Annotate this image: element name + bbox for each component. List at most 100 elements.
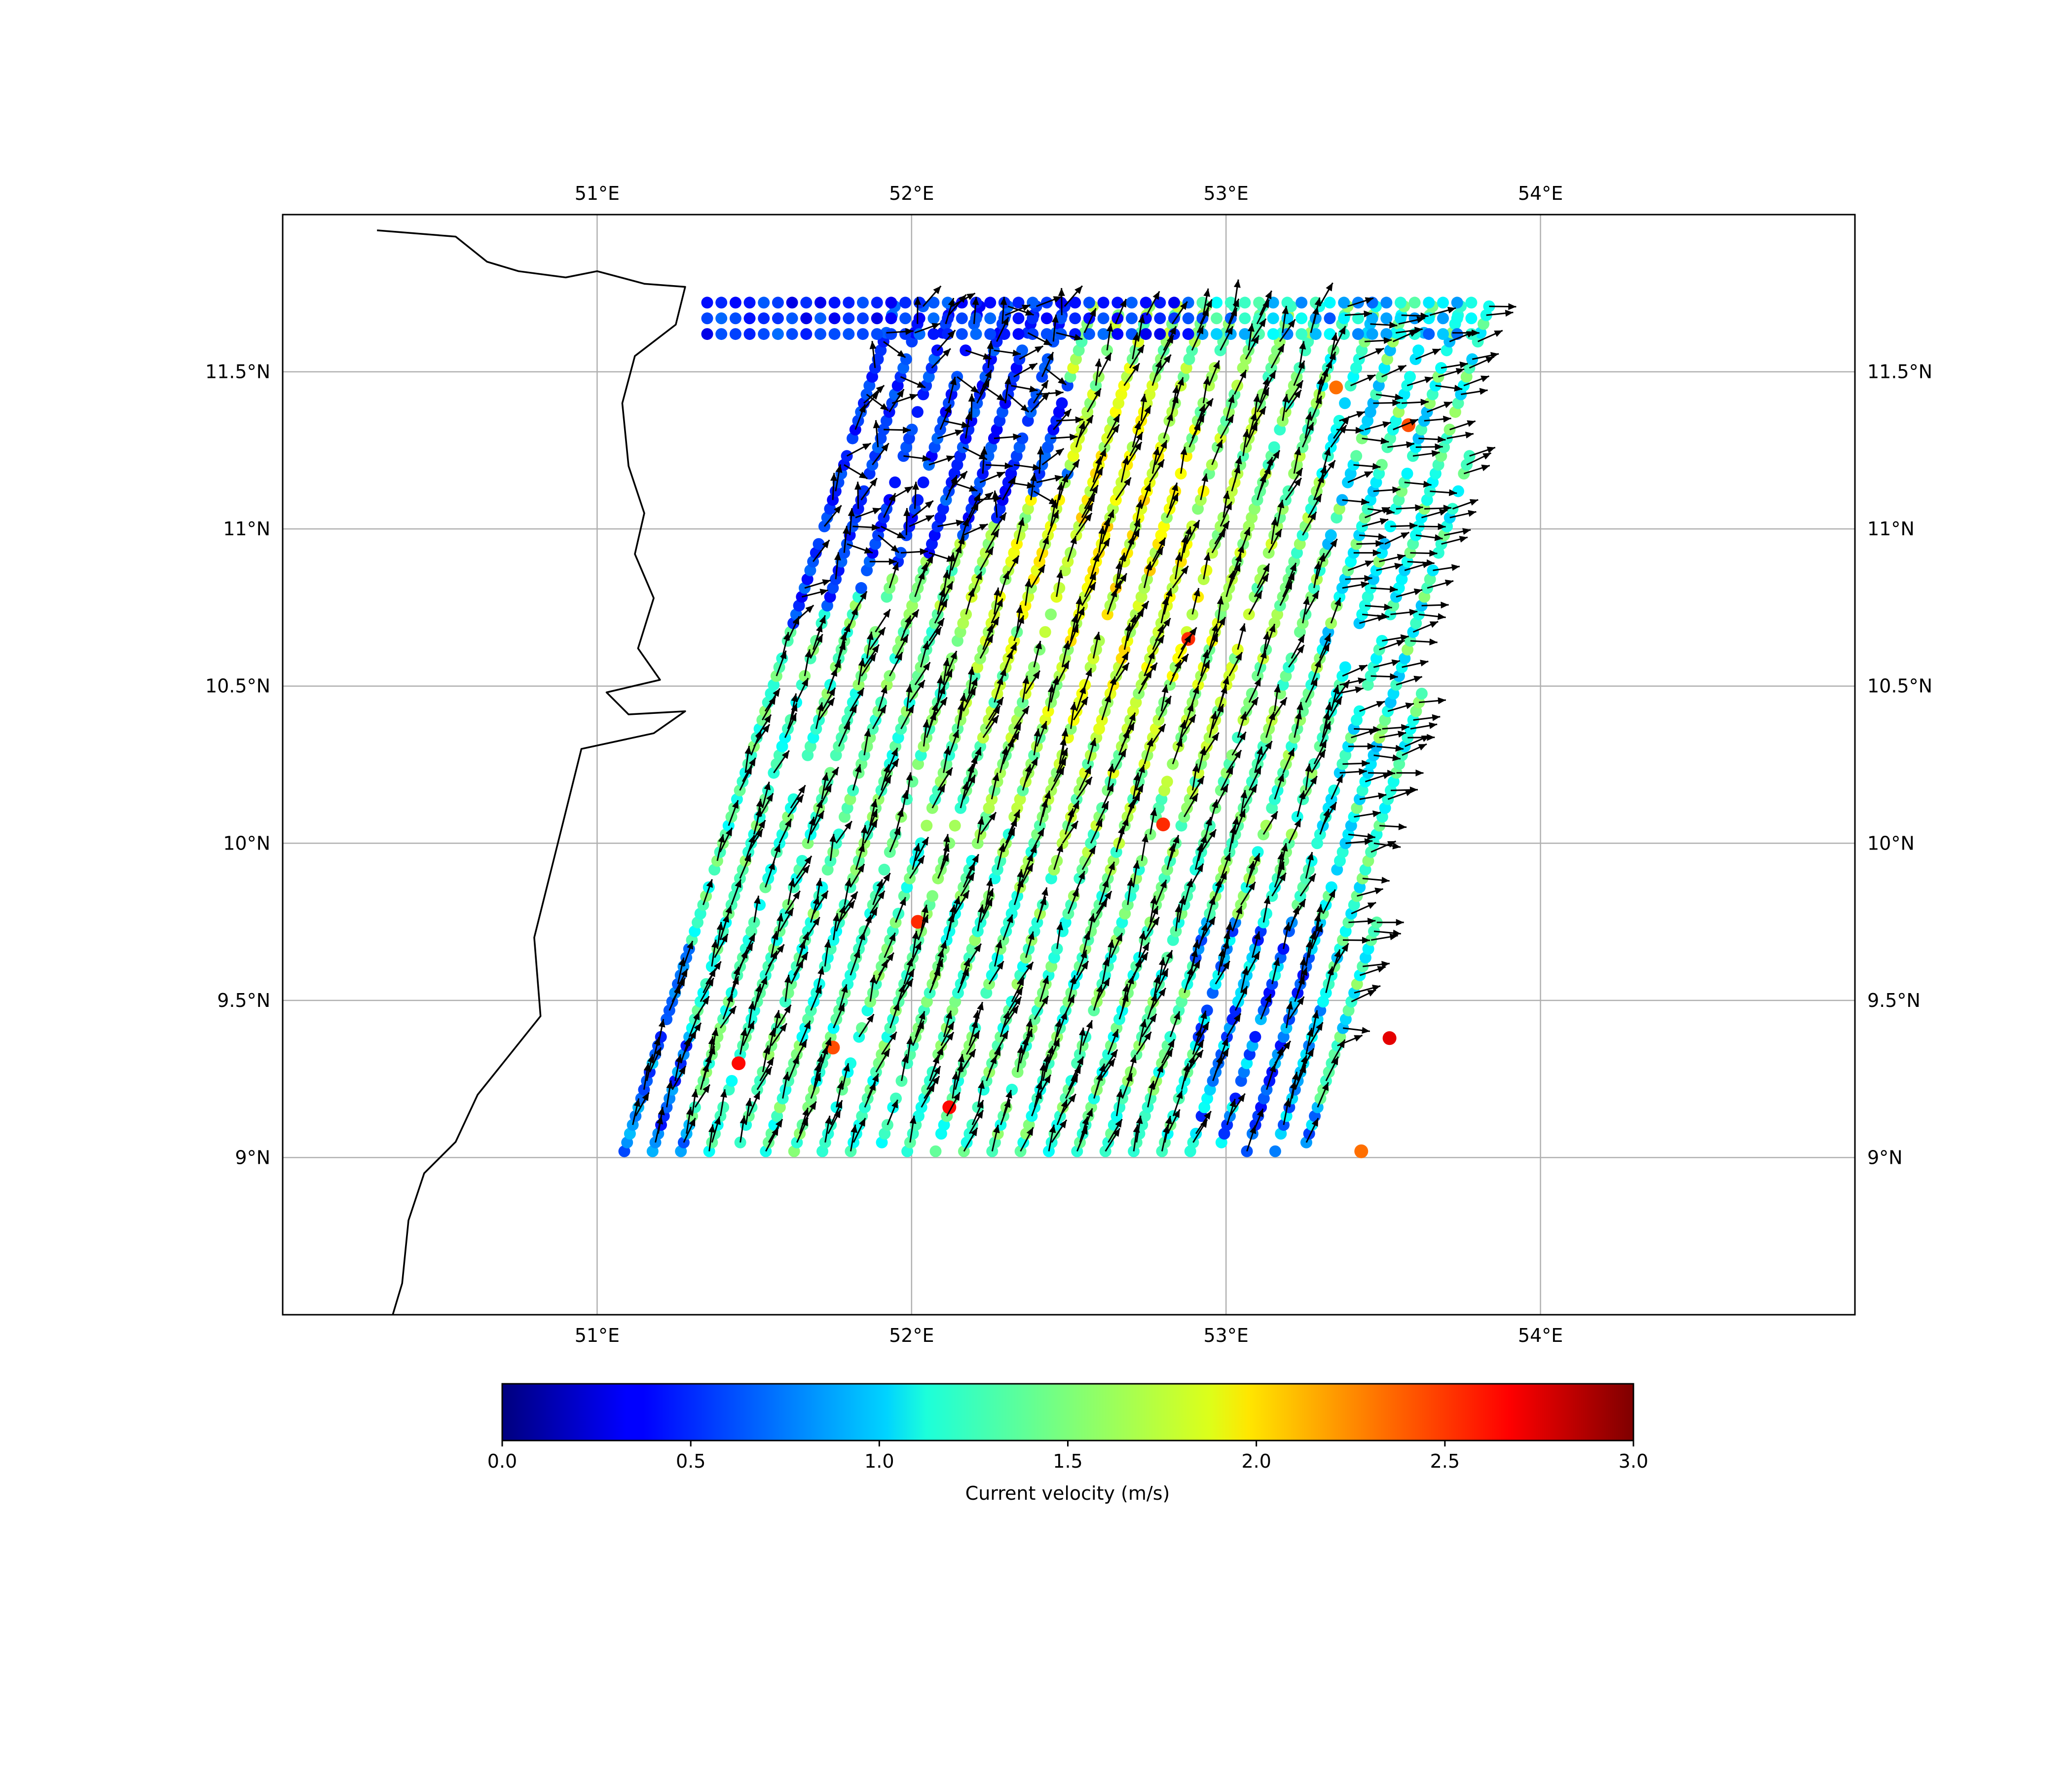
current-vector-head — [764, 781, 771, 790]
current-vector-head — [1098, 526, 1106, 535]
current-vector-head — [1006, 914, 1013, 924]
current-vector-head — [1257, 1109, 1263, 1117]
y-tick-label-left: 10.5°N — [205, 675, 270, 697]
current-vector-head — [1041, 887, 1048, 896]
current-vector-head — [1134, 442, 1142, 451]
current-vector-head — [1119, 573, 1127, 582]
current-vector-head — [754, 895, 761, 904]
current-vector-head — [1394, 393, 1403, 401]
current-vector-head — [1451, 564, 1460, 571]
current-vector-head — [820, 890, 828, 899]
current-vector-head — [1225, 501, 1232, 511]
current-vector-head — [817, 811, 824, 819]
current-vector-head — [1168, 1039, 1175, 1048]
current-vector-head — [1013, 433, 1021, 441]
current-vector-head — [1004, 376, 1011, 385]
current-vector-head — [1251, 422, 1258, 432]
current-vector-head — [971, 677, 977, 687]
current-vector-head — [1263, 895, 1271, 904]
current-vector-head — [678, 978, 685, 987]
velocity-point — [843, 312, 855, 325]
current-vector-head — [681, 968, 688, 978]
current-vector-head — [1127, 975, 1134, 985]
current-vector-head — [1298, 899, 1306, 908]
current-vector-head — [1012, 349, 1021, 357]
current-vector-head — [862, 443, 871, 450]
velocity-point — [1053, 582, 1066, 594]
current-vector-head — [1508, 303, 1517, 310]
current-vector-head — [904, 486, 913, 494]
current-vector-head — [996, 961, 1004, 970]
velocity-point — [814, 296, 826, 309]
current-vector-head — [919, 1011, 925, 1020]
current-vector-head — [1296, 645, 1304, 654]
current-vector-head — [804, 855, 812, 864]
current-vector-head — [1354, 1035, 1363, 1042]
velocity-point — [912, 494, 924, 506]
current-vector-head — [859, 404, 866, 413]
current-vector-head — [1438, 436, 1446, 443]
current-vector-head — [922, 904, 928, 913]
current-vector-head — [950, 376, 957, 385]
current-vector-head — [1362, 760, 1370, 767]
current-vector-head — [1150, 808, 1157, 816]
current-vector-head — [1373, 726, 1381, 733]
current-vector-head — [1482, 453, 1491, 460]
current-vector-head — [1158, 957, 1166, 966]
velocity-point — [1437, 296, 1449, 309]
current-vector-head — [871, 524, 880, 531]
current-vector-head — [953, 1092, 960, 1101]
current-vector-head — [1375, 540, 1384, 547]
current-vector-head — [740, 1115, 747, 1124]
y-tick-label-left: 10°N — [223, 832, 270, 854]
velocity-point — [1140, 328, 1152, 340]
current-vector-head — [1164, 696, 1171, 705]
current-vector-head — [1219, 617, 1225, 626]
velocity-point — [1269, 1145, 1281, 1157]
current-vector-head — [1432, 348, 1441, 355]
current-vector-head — [703, 1084, 710, 1093]
current-vector-head — [1144, 1032, 1151, 1040]
current-vector-head — [1041, 380, 1048, 389]
current-vector-head — [1286, 1001, 1293, 1010]
current-vector-head — [1367, 742, 1375, 750]
current-vector-head — [992, 490, 999, 499]
current-vector-head — [867, 631, 874, 640]
current-vector-head — [1397, 554, 1406, 561]
current-vector-head — [1029, 385, 1038, 393]
current-vector-head — [1288, 319, 1295, 328]
current-vector-head — [829, 834, 837, 843]
velocity-point — [1006, 1083, 1018, 1096]
current-vector-head — [694, 1023, 701, 1032]
current-vector-head — [1372, 984, 1381, 992]
current-vector-head — [1292, 1072, 1299, 1080]
current-vector-head — [1175, 904, 1182, 913]
velocity-point — [913, 328, 925, 340]
current-vector-head — [1329, 802, 1336, 811]
current-vector-head — [1025, 579, 1032, 587]
current-vector-head — [1177, 377, 1184, 386]
colorbar-gradient — [501, 1383, 1634, 1442]
current-vector-head — [1494, 330, 1503, 337]
current-vector-head — [1311, 678, 1318, 687]
current-vector-head — [1390, 673, 1398, 680]
current-vector-head — [748, 835, 755, 844]
current-vector-head — [1121, 652, 1129, 661]
current-vector-head — [980, 446, 988, 455]
velocity-point — [843, 328, 855, 340]
current-vector-head — [1262, 377, 1269, 386]
current-vector-head — [1282, 394, 1289, 403]
current-vector-head — [1392, 399, 1401, 407]
current-vector-head — [1221, 784, 1228, 793]
velocity-point — [1423, 296, 1435, 309]
current-vector-head — [1234, 750, 1242, 759]
velocity-point — [1267, 328, 1279, 340]
current-vector-head — [1160, 440, 1167, 449]
current-vector-head — [1075, 416, 1083, 423]
velocity-point — [1352, 328, 1364, 340]
current-vector-head — [1138, 764, 1145, 773]
y-tick-label-right: 9.5°N — [1867, 990, 1921, 1011]
current-vector-head — [917, 680, 925, 689]
current-vector-head — [1434, 534, 1443, 541]
current-vector-head — [890, 545, 899, 553]
